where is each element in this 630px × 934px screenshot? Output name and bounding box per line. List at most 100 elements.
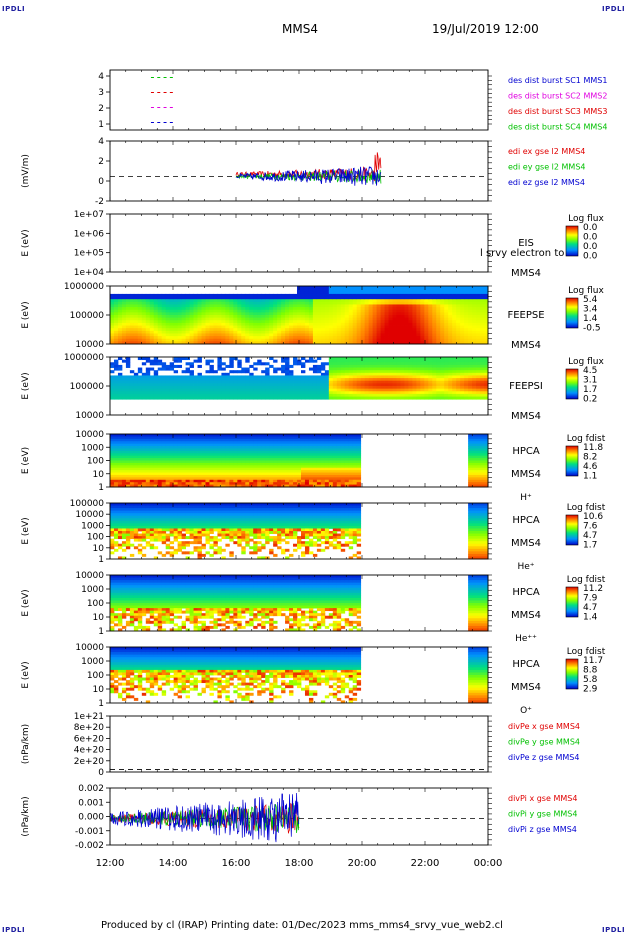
heatmap-cell: [460, 330, 465, 334]
heatmap-cell: [468, 325, 473, 329]
heatmap-cell: [225, 396, 230, 400]
heatmap-cell: [404, 312, 409, 316]
heatmap-cell: [241, 465, 246, 469]
heatmap-cell: [145, 301, 151, 305]
heatmap-cell: [312, 375, 318, 379]
heatmap-cell: [372, 370, 377, 374]
heatmap-cell: [217, 482, 222, 485]
heatmap-cell: [261, 484, 266, 488]
heatmap-cell: [360, 383, 366, 387]
heatmap-cell: [416, 312, 421, 316]
heatmap-cell: [328, 286, 334, 290]
heatmap-cell: [332, 380, 338, 384]
heatmap-cell: [185, 462, 190, 466]
heatmap-cell: [332, 474, 338, 478]
heatmap-cell: [217, 396, 222, 400]
heatmap-cell: [185, 453, 190, 457]
heatmap-cell: [133, 448, 139, 452]
heatmap-cell: [392, 338, 397, 342]
heatmap-cell: [257, 362, 262, 366]
heatmap-cell: [161, 317, 167, 321]
heatmap-cell: [153, 293, 159, 297]
heatmap-cell: [209, 462, 214, 466]
colorbar-tick-label: 3.4: [583, 305, 598, 315]
heatmap-cell: [289, 296, 294, 300]
heatmap-cell: [277, 484, 282, 488]
heatmap-cell: [181, 438, 186, 442]
heatmap-cell: [169, 386, 175, 390]
heatmap-cell: [169, 383, 175, 387]
heatmap-cell: [153, 482, 159, 485]
heatmap-cell: [201, 333, 206, 337]
heatmap-cell: [145, 359, 151, 363]
heatmap-cell: [384, 307, 389, 311]
heatmap-cell: [460, 341, 465, 345]
heatmap-cell: [273, 325, 278, 329]
heatmap-cell: [304, 378, 310, 382]
heatmap-cell: [265, 372, 270, 376]
heatmap-cell: [436, 333, 441, 337]
heatmap-cell: [153, 474, 159, 478]
heatmap-cell: [420, 333, 425, 337]
heatmap-cell: [213, 307, 218, 311]
heatmap-cell: [173, 477, 179, 481]
heatmap-cell: [153, 322, 159, 326]
heatmap-cell: [229, 320, 234, 324]
heatmap-cell: [380, 293, 385, 297]
heatmap-cell: [428, 336, 433, 340]
heatmap-cell: [460, 338, 465, 342]
heatmap-cell: [177, 357, 183, 361]
heatmap-cell: [137, 436, 143, 440]
heatmap-cell: [269, 453, 274, 457]
heatmap-cell: [320, 330, 326, 334]
heatmap-cell: [464, 359, 469, 363]
heatmap-cell: [368, 301, 374, 305]
heatmap-cell: [273, 458, 278, 461]
heatmap-cell: [121, 434, 127, 437]
heatmap-cell: [297, 393, 302, 397]
heatmap-cell: [133, 378, 139, 382]
heatmap-cell: [480, 336, 485, 340]
heatmap-cell: [161, 436, 167, 440]
heatmap-cell: [225, 474, 230, 478]
heatmap-cell: [456, 388, 461, 392]
heatmap-cell: [308, 386, 314, 390]
heatmap-cell: [344, 470, 350, 473]
heatmap-cell: [308, 474, 314, 478]
heatmap-cell: [412, 378, 417, 382]
heatmap-cell: [285, 472, 290, 476]
heatmap-cell: [289, 393, 294, 397]
heatmap-cell: [165, 375, 171, 379]
heatmap-cell: [376, 315, 381, 319]
heatmap-cell: [125, 467, 131, 471]
heatmap-cell: [312, 312, 318, 316]
heatmap-cell: [428, 312, 433, 316]
heatmap-cell: [149, 367, 155, 371]
heatmap-cell: [193, 484, 198, 488]
heatmap-cell: [253, 325, 258, 329]
heatmap-cell: [304, 359, 310, 363]
heatmap-cell: [304, 441, 310, 445]
heatmap-cell: [348, 304, 354, 308]
heatmap-cell: [181, 434, 186, 437]
heatmap-cell: [189, 375, 194, 379]
heatmap-cell: [137, 391, 143, 395]
heatmap-cell: [388, 336, 393, 340]
heatmap-cell: [472, 359, 477, 363]
heatmap-cell: [428, 386, 433, 390]
heatmap-cell: [221, 312, 226, 316]
heatmap-cell: [428, 299, 433, 303]
heatmap-cell: [161, 301, 167, 305]
heatmap-cell: [400, 338, 405, 342]
heatmap-cell: [408, 357, 413, 361]
heatmap-cell: [308, 338, 314, 342]
heatmap-cell: [336, 436, 342, 440]
heatmap-cell: [392, 362, 397, 366]
heatmap-cell: [209, 299, 214, 303]
heatmap-cell: [277, 388, 282, 392]
heatmap-cell: [324, 472, 330, 476]
heatmap-cell: [121, 328, 127, 332]
heatmap-cell: [324, 479, 330, 483]
heatmap-cell: [113, 328, 119, 332]
heatmap-cell: [165, 470, 171, 473]
